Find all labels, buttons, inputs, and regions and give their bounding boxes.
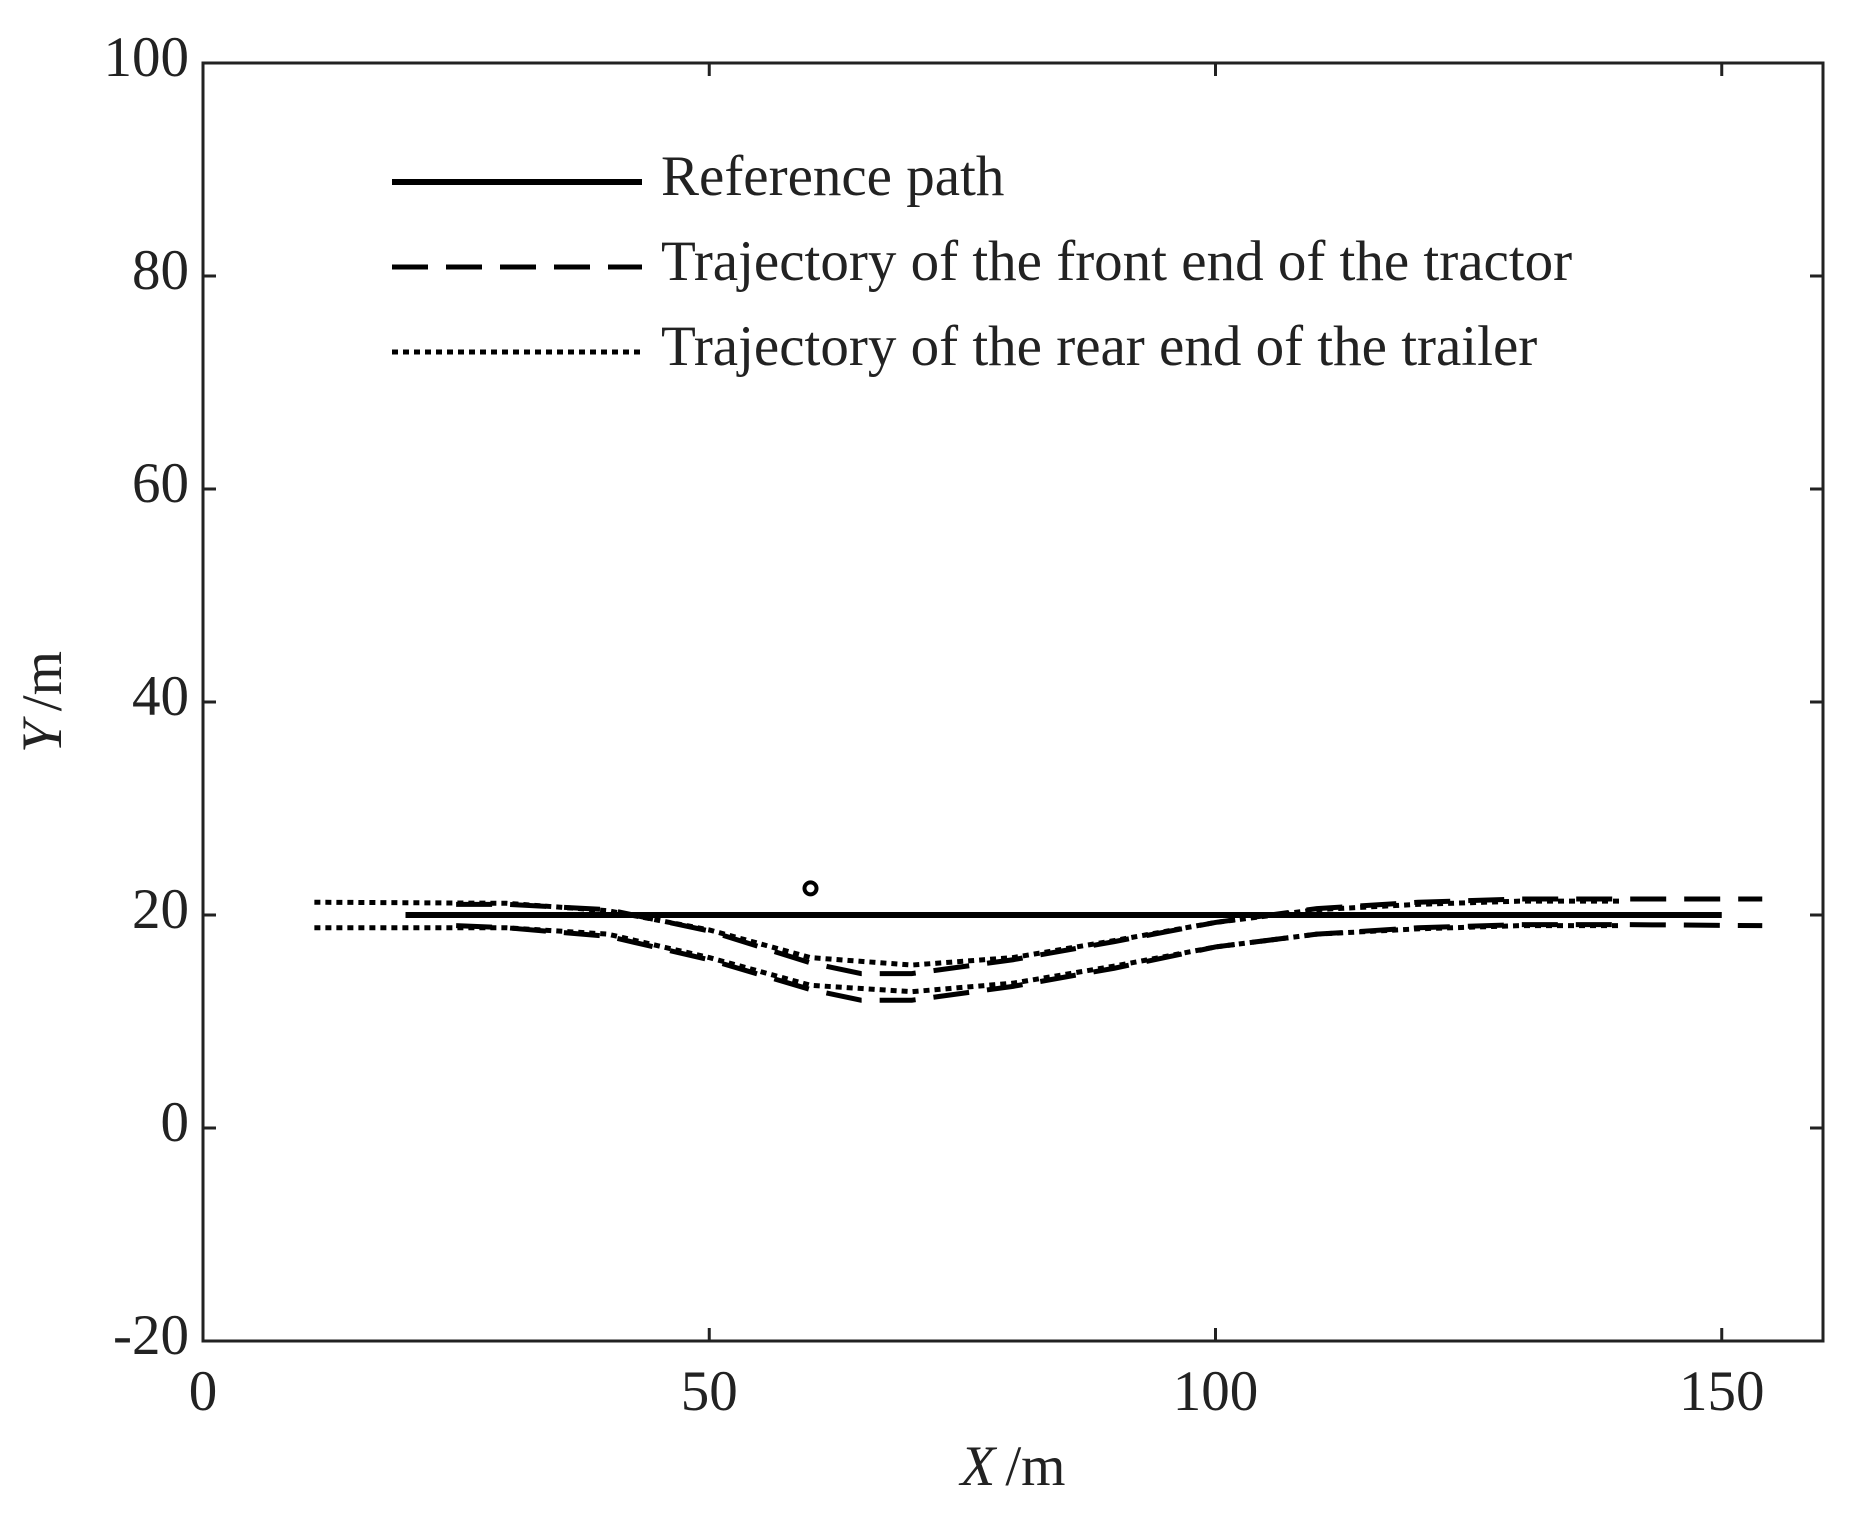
- x-axis-var: X: [958, 1435, 997, 1498]
- x-tick-label: 150: [1679, 1360, 1765, 1423]
- x-tick-label: 100: [1173, 1360, 1259, 1423]
- legend-label: Trajectory of the front end of the tract…: [661, 230, 1572, 293]
- y-tick-label: 20: [132, 878, 189, 941]
- legend-label: Reference path: [661, 145, 1004, 208]
- y-tick-label: 80: [132, 239, 189, 302]
- y-tick-label: 0: [161, 1091, 190, 1154]
- y-axis-label: Y/m: [11, 651, 74, 753]
- y-tick-label: 60: [132, 452, 189, 515]
- series-line: [456, 896, 1763, 977]
- obstacle-marker: [802, 880, 819, 897]
- x-axis-label: X/m: [958, 1435, 1065, 1498]
- series-line: [314, 898, 1621, 968]
- series-line: [314, 923, 1621, 995]
- y-tick-label: 100: [104, 26, 190, 89]
- y-tick-label: -20: [113, 1304, 189, 1367]
- y-axis-var: Y: [11, 716, 74, 753]
- y-tick-label: 40: [132, 665, 189, 728]
- plot-frame: [201, 61, 1825, 1343]
- x-tick-label: 50: [681, 1360, 738, 1423]
- x-tick-label: 0: [189, 1360, 218, 1423]
- y-axis-unit: /m: [11, 651, 74, 711]
- series-line: [456, 922, 1763, 1003]
- x-axis-unit: /m: [1005, 1435, 1065, 1498]
- legend-label: Trajectory of the rear end of the traile…: [661, 315, 1537, 378]
